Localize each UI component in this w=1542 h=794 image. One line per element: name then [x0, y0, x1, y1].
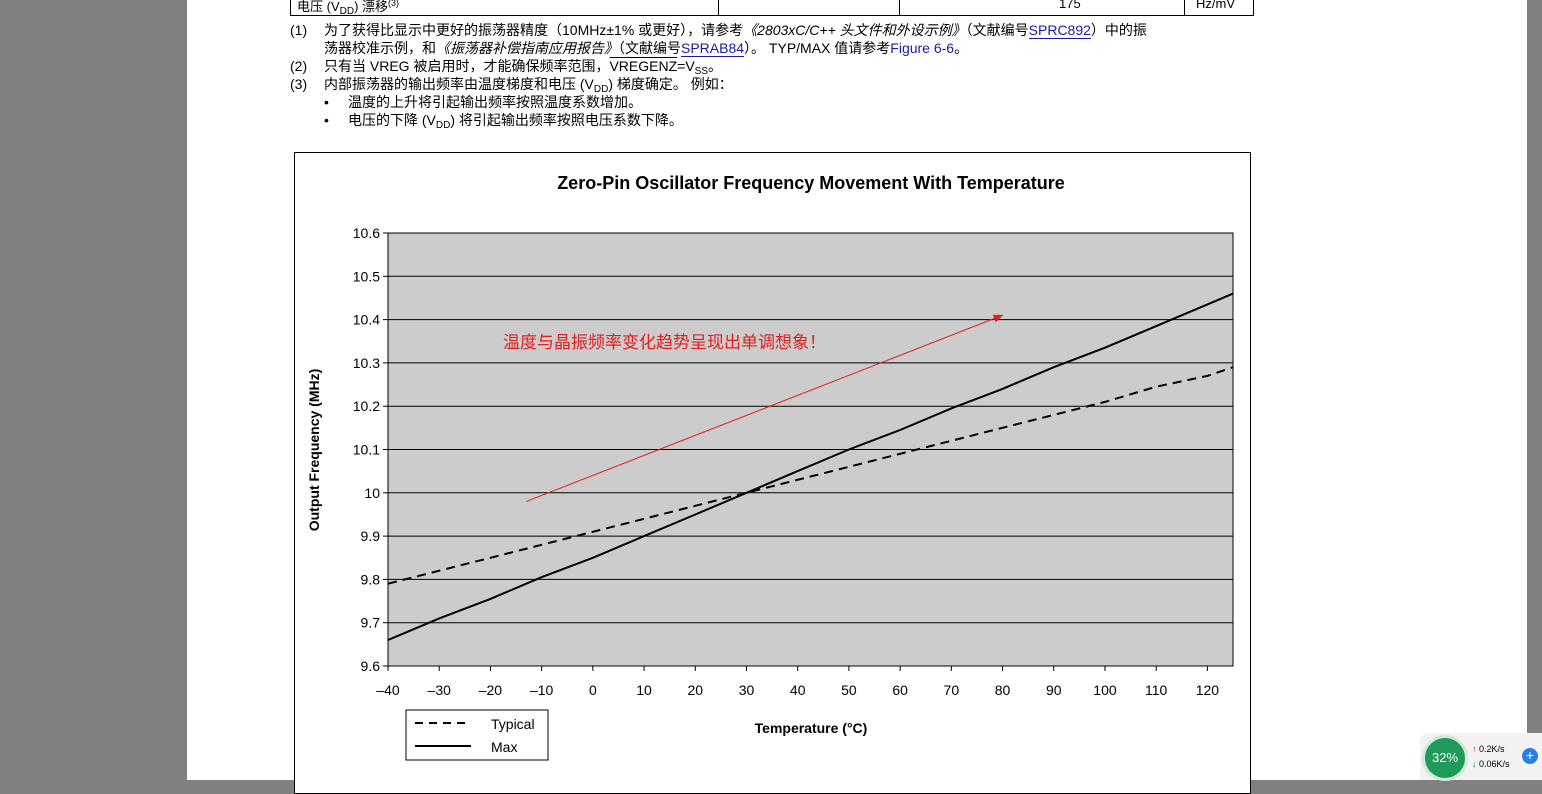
x-tick-label: 10 [636, 682, 652, 698]
x-tick-label: –30 [428, 682, 452, 698]
link-sprab84[interactable]: SPRAB84 [681, 40, 745, 57]
y-tick-label: 10.4 [353, 312, 380, 328]
y-tick-label: 9.7 [361, 615, 381, 631]
spec-table-row: 电压 (VDD) 漂移(3) 175 Hz/mV [290, 0, 1254, 17]
legend-box [405, 709, 549, 761]
x-tick-label: –10 [530, 682, 554, 698]
x-tick-label: 110 [1145, 682, 1168, 698]
cpu-usage-gauge[interactable]: 32% [1422, 735, 1468, 781]
x-tick-label: 80 [995, 682, 1011, 698]
annotation-arrow [526, 314, 1004, 502]
y-axis-label: Output Frequency (MHz) [306, 369, 322, 532]
network-monitor-widget[interactable]: 32% ↑ 0.2K/s ↓ 0.06K/s + [1420, 733, 1542, 781]
y-tick-label: 9.9 [361, 528, 381, 544]
expand-plus-icon[interactable]: + [1522, 748, 1538, 764]
series-line-max [387, 292, 1234, 641]
y-tick-label: 9.8 [361, 571, 381, 587]
download-speed: ↓ 0.06K/s [1472, 759, 1510, 769]
x-tick-label: 30 [739, 682, 755, 698]
x-tick-label: 100 [1093, 682, 1117, 698]
x-tick-label: –40 [376, 682, 400, 698]
x-axis-label: Temperature (°C) [755, 720, 868, 736]
y-tick-label: 10.6 [353, 225, 380, 241]
table-cell-label: 电压 (VDD) 漂移(3) [297, 0, 400, 17]
chart-svg: Zero-Pin Oscillator Frequency Movement W… [306, 173, 1234, 761]
x-tick-label: 50 [841, 682, 857, 698]
y-tick-label: 9.6 [361, 658, 381, 674]
annotation-layer: 温度与晶振频率变化趋势呈现出单调想象！ [503, 314, 1004, 502]
legend-label-max: Max [491, 739, 517, 755]
link-figure-6-6[interactable]: Figure 6-6 [890, 40, 955, 56]
link-sprc892[interactable]: SPRC892 [1028, 22, 1091, 39]
y-tick-label: 10.1 [353, 442, 380, 458]
y-tick-label: 10.3 [353, 355, 380, 371]
table-cell-value: 175 [1059, 0, 1081, 11]
chart-title: Zero-Pin Oscillator Frequency Movement W… [557, 173, 1065, 193]
chart-figure: Zero-Pin Oscillator Frequency Movement W… [294, 152, 1251, 794]
x-tick-label: 40 [790, 682, 806, 698]
table-cell-unit: Hz/mV [1196, 0, 1235, 11]
x-tick-label: 70 [944, 682, 960, 698]
x-tick-label: 120 [1196, 682, 1220, 698]
y-tick-label: 10.2 [353, 398, 380, 414]
x-tick-label: 90 [1046, 682, 1062, 698]
y-tick-label: 10.5 [353, 268, 380, 284]
x-tick-label: 20 [687, 682, 703, 698]
y-tick-label: 10 [364, 485, 380, 501]
x-tick-label: –20 [479, 682, 503, 698]
download-arrow-icon: ↓ [1472, 759, 1477, 769]
upload-speed: ↑ 0.2K/s [1472, 744, 1505, 754]
legend-label-typical: Typical [491, 716, 535, 732]
annotation-text: 温度与晶振频率变化趋势呈现出单调想象！ [503, 333, 826, 352]
x-tick-label: 0 [589, 682, 597, 698]
x-tick-label: 60 [892, 682, 908, 698]
legend: Typical Max [405, 709, 549, 761]
plot-area: 9.6 9.7 9.8 9.9 10 10.1 10.2 10.3 10.4 10.5 10.6 –4… [353, 225, 1234, 698]
upload-arrow-icon: ↑ [1472, 744, 1477, 754]
